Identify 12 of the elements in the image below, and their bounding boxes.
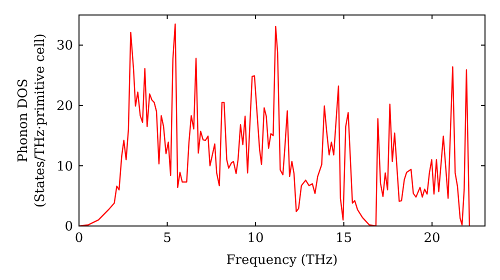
- y-tick-label: 20: [56, 98, 73, 114]
- y-tick-label: 30: [56, 38, 73, 54]
- y-tick-label: 0: [64, 220, 73, 235]
- line-series: [79, 23, 470, 226]
- x-tick-label: 15: [336, 231, 352, 246]
- x-tick-label: 10: [247, 231, 264, 246]
- x-tick-label: 5: [163, 231, 172, 246]
- x-tick-label: 20: [424, 231, 440, 246]
- x-tick-label: 0: [74, 231, 84, 246]
- x-axis-title: Frequency (THz): [226, 253, 338, 268]
- y-axis-title: Phonon DOS (States/THz·primitive cell): [16, 33, 48, 208]
- y-tick-label: 10: [56, 159, 73, 174]
